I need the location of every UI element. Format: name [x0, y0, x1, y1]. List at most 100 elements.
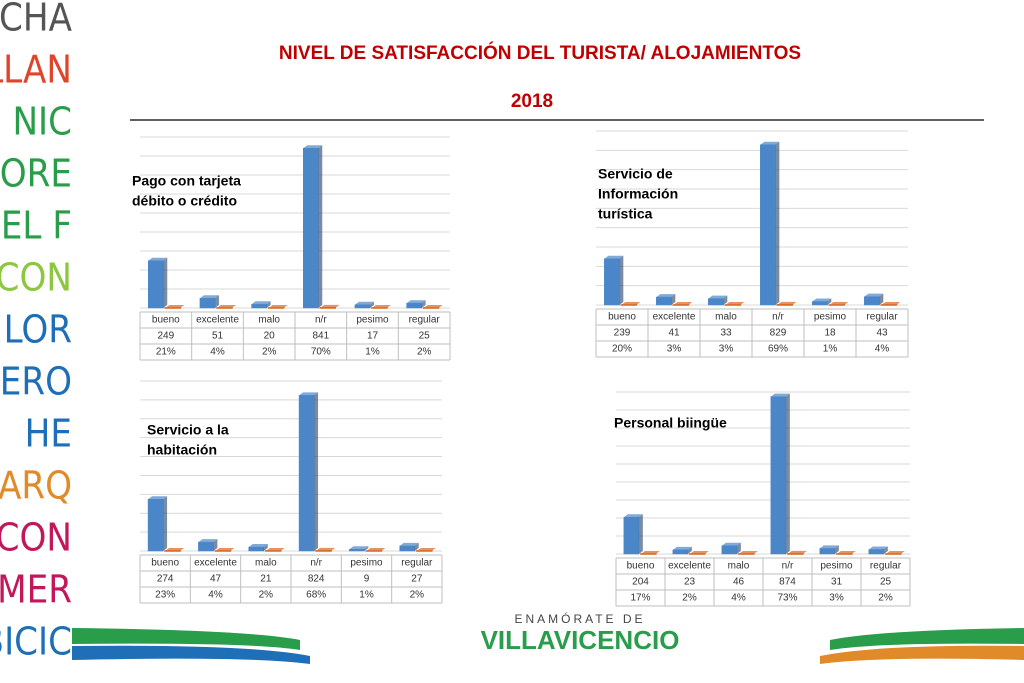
category-label: excelente [196, 315, 239, 326]
side-word: ER LLAN [0, 48, 72, 92]
table-value: 20% [612, 344, 632, 355]
bar-top [777, 301, 797, 305]
bar-top [354, 301, 374, 305]
bar-top [787, 550, 807, 554]
category-label: pesimo [350, 558, 383, 569]
side-word: N CON [0, 516, 72, 560]
bar-side [834, 545, 839, 554]
bar-top [268, 304, 288, 308]
table-value: 1% [365, 347, 380, 358]
table-value: 27 [411, 574, 423, 585]
bar-top [349, 546, 369, 550]
bar-top [199, 295, 219, 299]
table-value: 23 [684, 577, 696, 588]
bar-side [655, 550, 660, 554]
category-label: malo [255, 558, 277, 569]
bar-top [604, 255, 624, 259]
table-value: 21 [260, 574, 272, 585]
bar-top [248, 544, 268, 548]
chart-title: Información [598, 186, 678, 202]
bar-top [640, 550, 660, 554]
category-label: n/r [315, 315, 327, 326]
table-value: 46 [733, 577, 745, 588]
table-value: 70% [311, 347, 331, 358]
table-value: 1% [359, 590, 374, 601]
table-value: 841 [312, 331, 329, 342]
bar-side [736, 542, 741, 554]
side-word: ERO [0, 360, 72, 404]
table-value: 239 [614, 328, 631, 339]
bar-side [163, 496, 168, 551]
bar-side [214, 295, 219, 308]
bar-side [414, 542, 419, 551]
table-value: 2% [410, 590, 425, 601]
bar-side [280, 547, 285, 551]
bar-top [672, 546, 692, 550]
table-value: 17% [630, 593, 650, 604]
table-value: 69% [768, 344, 788, 355]
bar-side [230, 547, 235, 551]
bar-top [366, 547, 386, 551]
bar [721, 545, 738, 555]
table-value: 2% [262, 347, 277, 358]
table-value: 18 [824, 328, 836, 339]
category-label: regular [409, 315, 441, 326]
bar [303, 147, 319, 309]
bar [864, 296, 880, 306]
bar-side [386, 304, 391, 308]
side-word: MER EL F [0, 204, 72, 248]
side-word: R BICIC [0, 620, 72, 664]
bar-side [369, 301, 374, 308]
table-value: 1% [823, 344, 838, 355]
bar-top [399, 542, 419, 546]
bar [199, 298, 216, 309]
bar-side [180, 547, 185, 551]
bar-top [738, 550, 758, 554]
category-label: n/r [310, 558, 322, 569]
bar-top [885, 550, 905, 554]
bar-side [844, 301, 849, 305]
category-label: bueno [627, 561, 655, 572]
category-label: pesimo [820, 561, 853, 572]
bar-side [900, 550, 905, 554]
table-value: 33 [720, 328, 732, 339]
table-value: 2% [878, 593, 893, 604]
slide-title: NIVEL DE SATISFACCIÓN DEL TURISTA/ ALOJA… [279, 42, 801, 64]
table-value: 68% [306, 590, 326, 601]
bar-side [381, 547, 386, 551]
table-value: 4% [875, 344, 890, 355]
bar [812, 301, 828, 306]
chart-title: Servicio de [598, 166, 673, 182]
bar-top [303, 145, 323, 149]
bar-side [896, 301, 901, 305]
logo-name: VILLAVICENCIO [481, 625, 680, 655]
bar-top [165, 304, 185, 308]
bar-side [163, 257, 168, 308]
category-label: bueno [608, 312, 636, 323]
bar-top [760, 141, 780, 145]
side-word: LOR [4, 308, 72, 352]
table-value: 249 [157, 331, 174, 342]
table-value: 73% [777, 593, 797, 604]
bar-top [623, 514, 643, 518]
table-value: 2% [417, 347, 432, 358]
bar [198, 541, 214, 552]
table-value: 2% [682, 593, 697, 604]
bar-top [721, 542, 741, 546]
bar [770, 396, 787, 555]
bar [708, 298, 724, 306]
bar [760, 144, 776, 306]
bar [656, 296, 672, 306]
side-word: LICON [0, 256, 72, 300]
bar-side [231, 304, 236, 308]
bar-top [216, 304, 236, 308]
bar-top [299, 392, 319, 396]
bar-side [331, 547, 336, 551]
side-word: NIC [12, 100, 72, 144]
bar-side [283, 304, 288, 308]
side-strip: CACHA ER LLAN NIC ADORE MER EL F LICON LOR ERO H… [0, 0, 72, 664]
category-label: bueno [152, 315, 180, 326]
bar [406, 303, 422, 309]
table-value: 25 [880, 577, 892, 588]
